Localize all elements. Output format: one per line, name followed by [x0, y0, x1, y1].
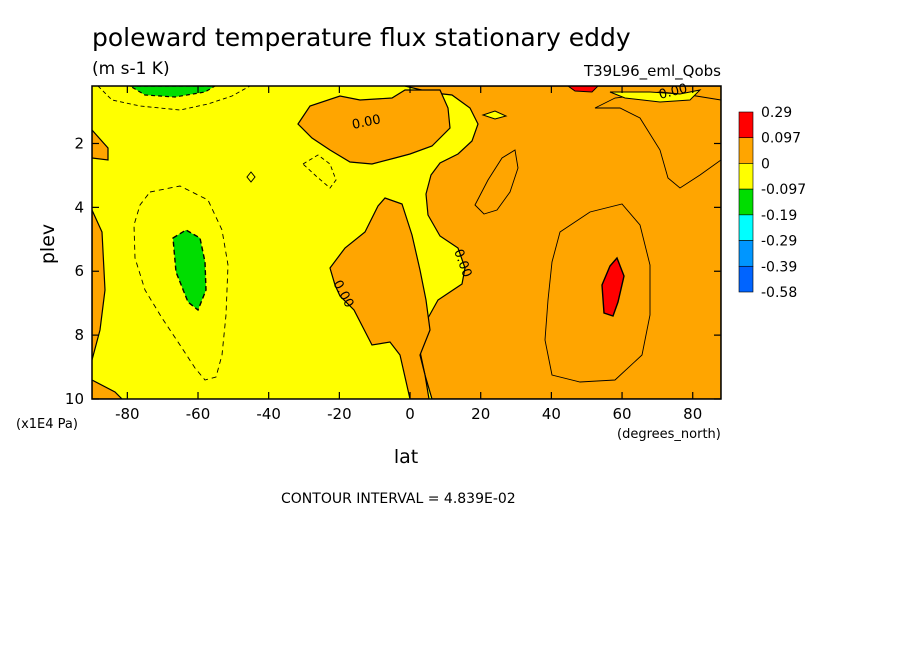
chart-title: poleward temperature flux stationary edd… [92, 23, 631, 52]
colorbar-label: -0.58 [761, 285, 797, 301]
x-tick-label: -80 [115, 405, 140, 423]
x-units-label: (degrees_north) [617, 427, 721, 442]
colorbar: 0.29 0.097 0 -0.097 -0.19 -0.29 -0.39 -0.58 [738, 105, 806, 301]
dashed-contour-west [133, 185, 229, 381]
y-tick-label: 8 [74, 326, 84, 344]
orange-region-west-edge [92, 129, 109, 161]
y-units-label: (x1E4 Pa) [16, 417, 78, 432]
x-tick-label: -40 [256, 405, 281, 423]
colorbar-label: -0.097 [761, 182, 806, 198]
x-axis: -80 -60 -40 -20 0 20 40 60 80 [115, 86, 702, 423]
colorbar-swatch [738, 265, 754, 293]
colorbar-label: 0.29 [761, 105, 792, 121]
colorbar-label: -0.29 [761, 234, 797, 250]
colorbar-label: -0.39 [761, 259, 797, 275]
diamond-contour [246, 171, 256, 183]
y-tick-label: 10 [65, 390, 84, 408]
colorbar-label: 0 [761, 156, 770, 172]
x-tick-label: -20 [327, 405, 352, 423]
colorbar-swatch [738, 240, 754, 267]
red-maximum-region [601, 256, 625, 317]
x-tick-label: 20 [471, 405, 490, 423]
contour-line-upper-loop [474, 149, 519, 215]
orange-region-central [329, 197, 431, 399]
green-minimum-region [172, 229, 207, 312]
x-tick-label: -60 [186, 405, 211, 423]
colorbar-swatch [738, 111, 754, 139]
x-tick-label: 60 [613, 405, 632, 423]
units-label: (m s-1 K) [92, 59, 170, 79]
colorbar-swatch [738, 214, 754, 241]
x-tick-label: 80 [683, 405, 702, 423]
colorbar-label: -0.19 [761, 208, 797, 224]
colorbar-swatch [738, 137, 754, 164]
contour-line-east-loop [544, 203, 651, 383]
green-top-patch [128, 86, 217, 98]
y-axis: 2 4 6 8 10 [65, 134, 721, 408]
y-axis-label: plev [37, 224, 59, 264]
y-tick-label: 2 [74, 134, 84, 152]
yellow-island-top [481, 110, 508, 120]
colorbar-swatch [738, 188, 754, 216]
x-tick-label: 40 [542, 405, 561, 423]
y-tick-label: 4 [74, 198, 84, 216]
contour-fill-layer [92, 86, 721, 399]
plot-frame [91, 85, 722, 400]
yellow-island-topright [609, 89, 702, 103]
run-name-label: T39L96_eml_Qobs [583, 62, 721, 81]
x-axis-label: lat [394, 446, 418, 468]
contour-interval-text: CONTOUR INTERVAL = 4.839E-02 [281, 491, 516, 507]
colorbar-swatch [738, 163, 754, 190]
y-tick-label: 6 [74, 262, 84, 280]
orange-region-top [297, 89, 451, 165]
orange-region-southwest [92, 209, 106, 361]
red-top-patch [567, 86, 599, 93]
contour-label: 0.00 [351, 112, 382, 133]
dashed-contour-top [97, 86, 251, 111]
x-tick-label: 0 [405, 405, 415, 423]
orange-region-bottomleft [92, 379, 123, 399]
dashed-contour-small [302, 154, 337, 189]
colorbar-label: 0.097 [761, 131, 801, 147]
